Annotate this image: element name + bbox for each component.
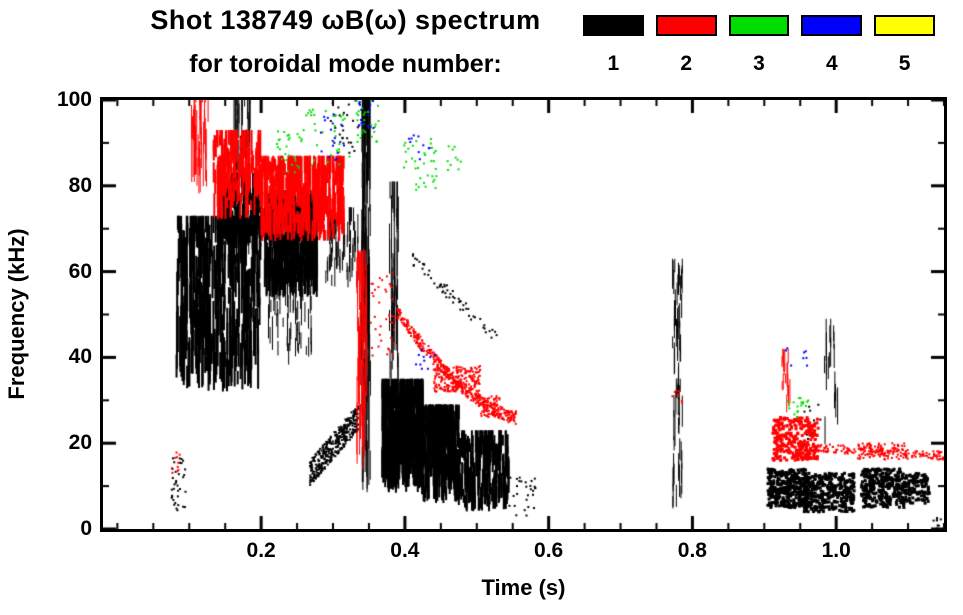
legend-number-mode-4: 4 bbox=[825, 52, 838, 75]
plot-subtitle: for toroidal mode number: bbox=[189, 50, 502, 78]
plot-frame bbox=[100, 97, 947, 532]
x-tick-label: 0.8 bbox=[677, 539, 707, 562]
legend-swatch-mode-2 bbox=[655, 15, 717, 36]
legend-mode-numbers: 1 2 3 4 5 bbox=[583, 52, 935, 76]
x-tick-label: 0.6 bbox=[534, 539, 564, 562]
y-tick-label: 80 bbox=[68, 173, 92, 197]
legend-number-mode-2: 2 bbox=[680, 52, 693, 75]
legend-number-mode-1: 1 bbox=[607, 52, 620, 75]
plot-title: Shot 138749 ωB(ω) spectrum bbox=[150, 5, 541, 35]
legend-swatch-mode-3 bbox=[728, 15, 790, 36]
y-tick-label: 20 bbox=[68, 431, 92, 455]
legend-number-mode-5: 5 bbox=[898, 52, 911, 75]
y-tick-label: 40 bbox=[68, 345, 92, 369]
legend-swatches bbox=[583, 15, 935, 36]
x-axis-title: Time (s) bbox=[481, 575, 566, 600]
legend-number-mode-3: 3 bbox=[753, 52, 765, 75]
x-tick-label: 0.2 bbox=[246, 539, 276, 562]
legend-swatch-mode-4 bbox=[801, 15, 863, 36]
legend-swatch-mode-1 bbox=[583, 15, 644, 36]
x-tick-label: 0.4 bbox=[390, 539, 420, 562]
x-tick-label: 1.0 bbox=[821, 539, 851, 562]
plot-canvas bbox=[103, 100, 944, 529]
y-axis-title: Frequency (kHz) bbox=[4, 228, 29, 400]
y-tick-label: 100 bbox=[56, 88, 92, 111]
y-tick-label: 60 bbox=[68, 259, 92, 283]
legend-swatch-mode-5 bbox=[874, 15, 935, 36]
y-tick-label: 0 bbox=[80, 517, 92, 540]
